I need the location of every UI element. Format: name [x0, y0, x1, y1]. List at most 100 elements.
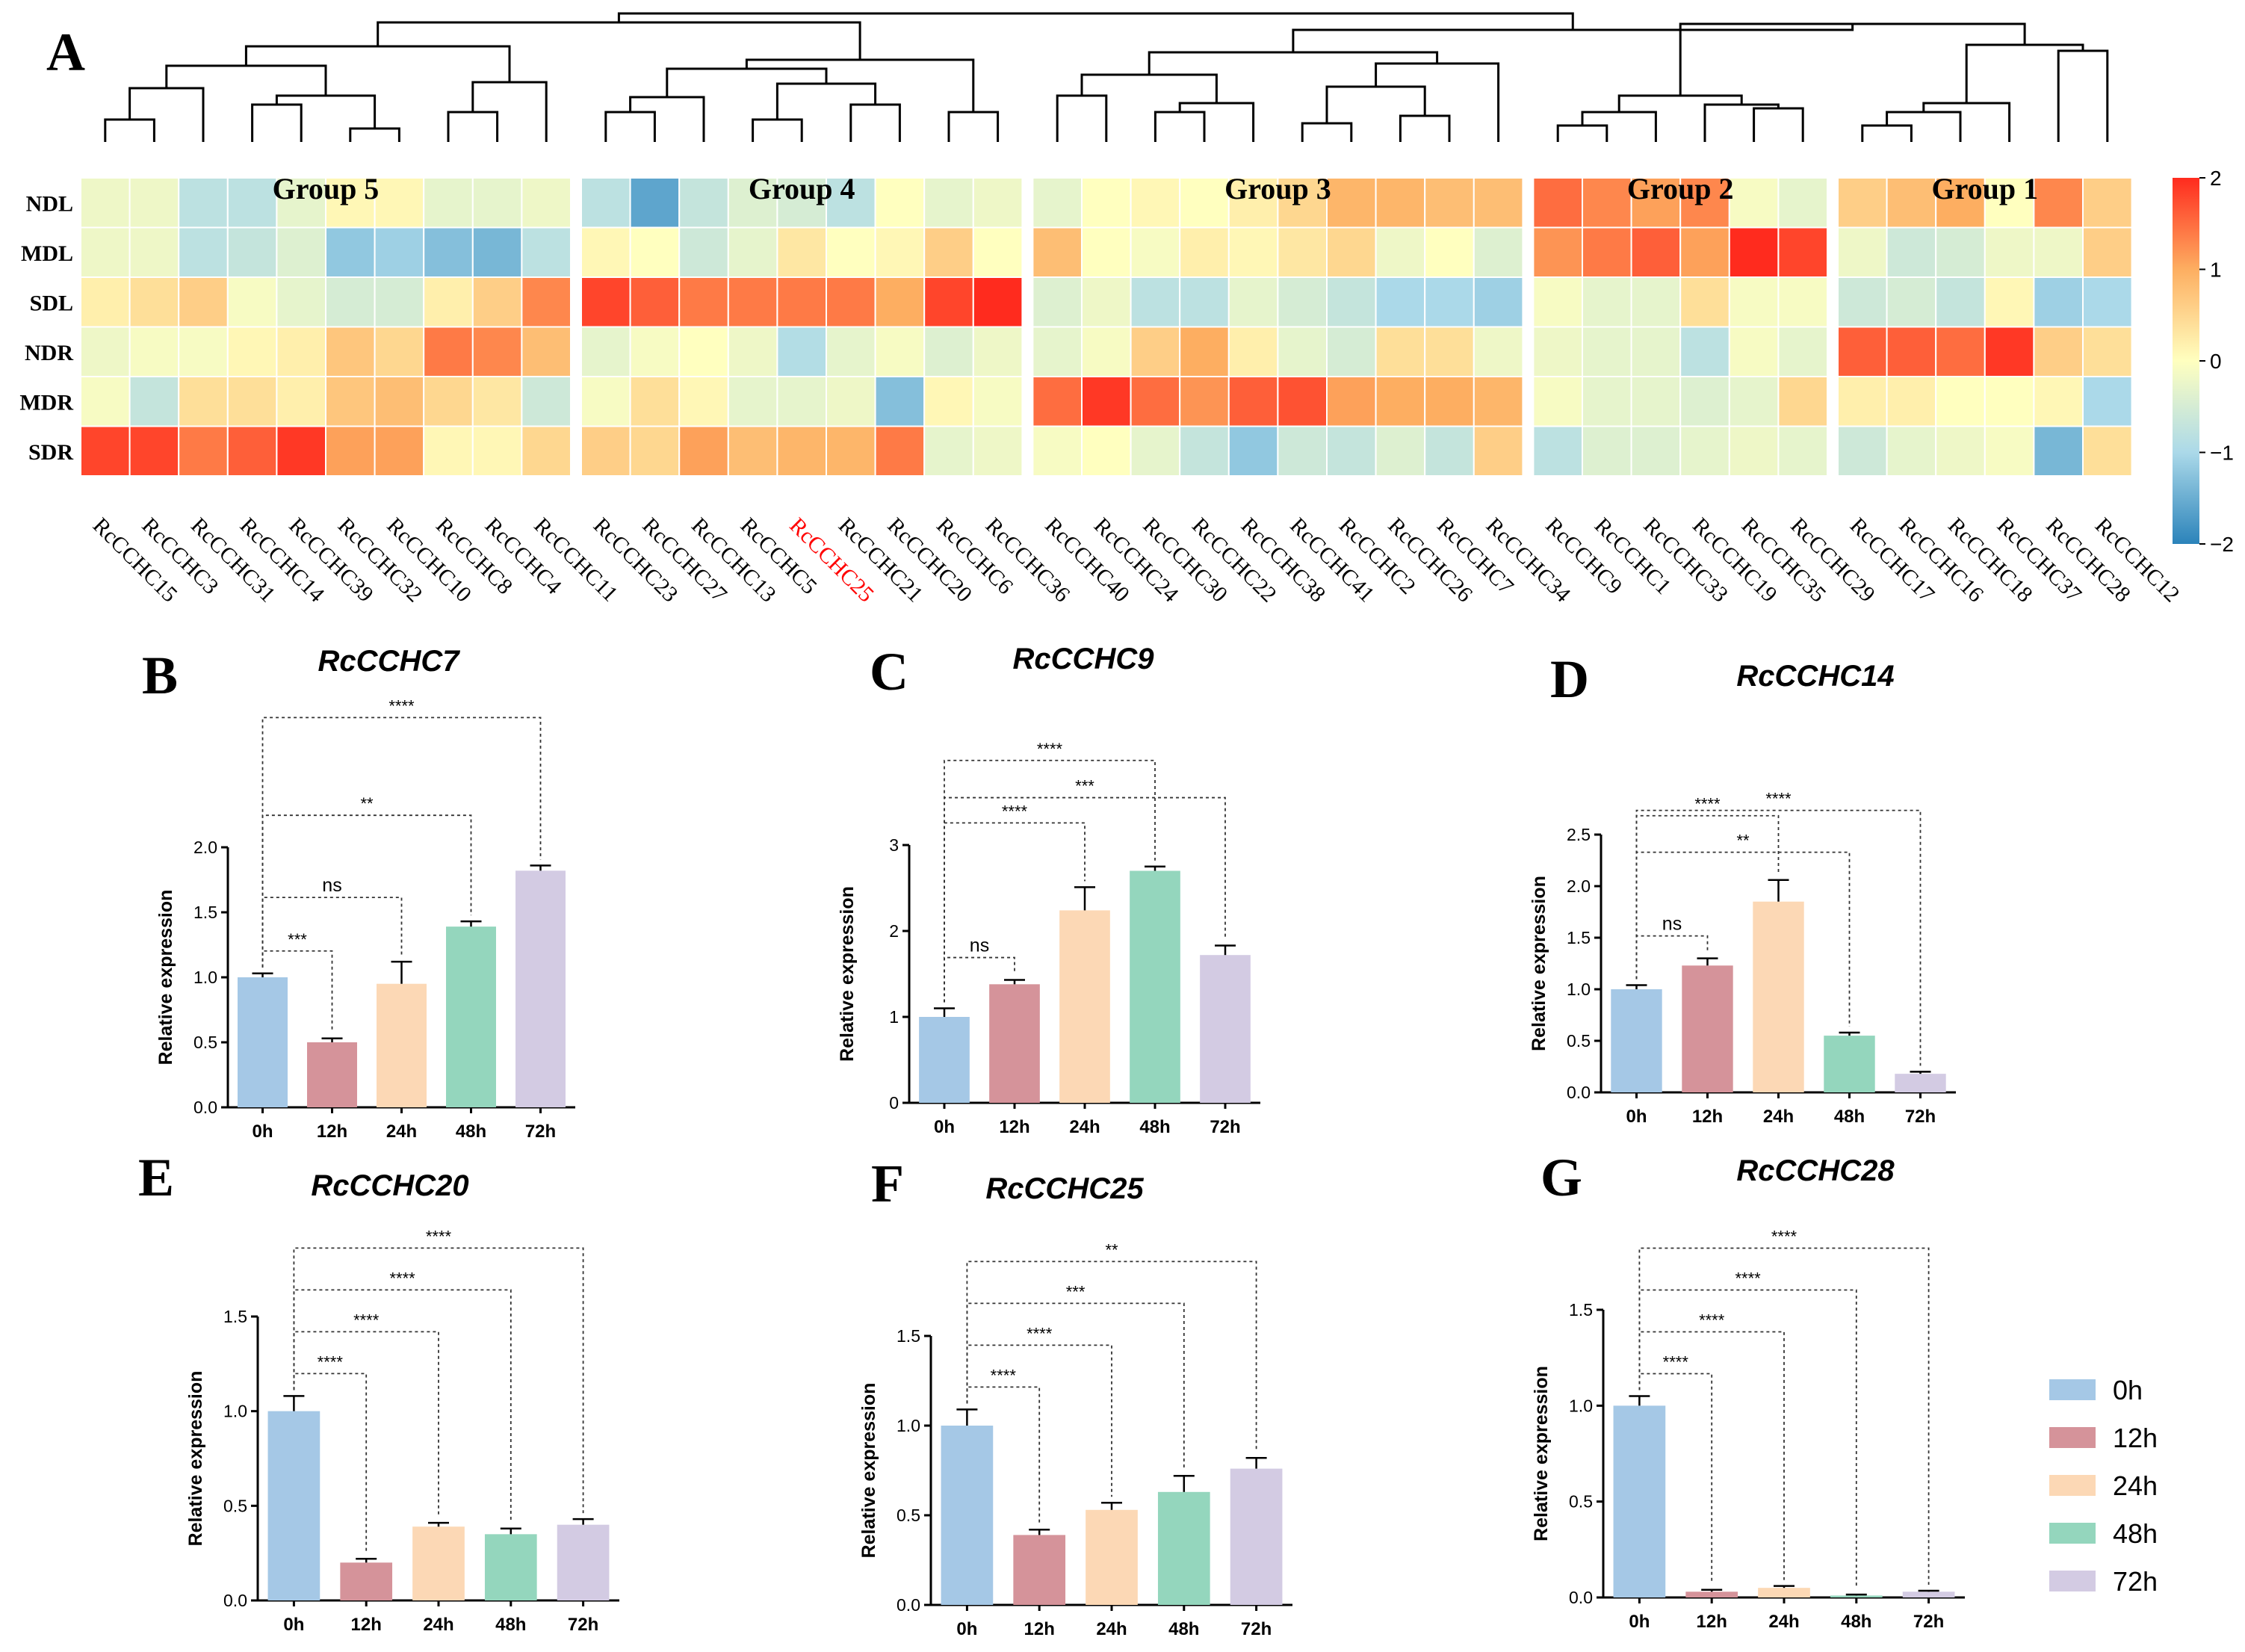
bar [1200, 955, 1251, 1103]
dendrogram-branch [947, 111, 1000, 142]
heatmap-cell [1679, 326, 1730, 377]
y-tick-label: 3 [889, 835, 899, 855]
bar [557, 1524, 610, 1600]
dendrogram-branch [447, 111, 499, 142]
y-tick-label: 2 [889, 921, 899, 941]
significance-bracket [944, 956, 1015, 1003]
heatmap-cell [629, 326, 681, 377]
heatmap-cell [874, 177, 926, 229]
y-tick-label: 2.0 [1567, 876, 1591, 896]
y-tick-label: 1 [889, 1007, 899, 1027]
heatmap-cell [178, 376, 229, 427]
dendrogram-branch [617, 12, 1574, 30]
heatmap-cell [1326, 376, 1377, 427]
x-tick-label: 24h [386, 1122, 417, 1142]
chart-title: RcCCHC28 [1736, 1154, 1895, 1187]
significance-bracket [293, 1289, 512, 1523]
x-tick-label: 12h [1024, 1619, 1055, 1639]
heatmap-cell [580, 177, 631, 229]
significance-bracket [293, 1331, 439, 1518]
heatmap-cell [1375, 226, 1426, 278]
y-tick-label: 1.5 [223, 1307, 247, 1326]
heatmap-cell [1179, 276, 1230, 328]
heatmap-row-label: MDR [19, 390, 73, 415]
dendrogram-branch [244, 45, 511, 82]
significance-label: **** [426, 1227, 452, 1246]
heatmap-cell [2082, 226, 2133, 278]
heatmap-cell [128, 276, 180, 328]
heatmap-cell [727, 326, 778, 377]
heatmap-cell [972, 226, 1024, 278]
bar [515, 870, 566, 1107]
significance-label: ** [360, 794, 374, 813]
heatmap-cell [178, 276, 229, 328]
heatmap-cell [1326, 326, 1377, 377]
heatmap-cell [826, 326, 876, 377]
heatmap-cell [826, 376, 876, 427]
heatmap-cell [1032, 177, 1083, 229]
dendrogram-branch [1399, 114, 1451, 142]
y-tick-label: 0.5 [223, 1496, 247, 1515]
heatmap-cell [1777, 425, 1828, 477]
heatmap-cell [826, 425, 876, 477]
dendrogram-branch [1556, 124, 1608, 142]
heatmap-cell [471, 376, 523, 427]
heatmap-cell [471, 177, 523, 229]
x-tick-label: 72h [1913, 1612, 1944, 1632]
heatmap-cell [923, 376, 974, 427]
x-tick-label: 12h [351, 1615, 382, 1635]
heatmap-cell [678, 425, 729, 477]
heatmap-cell [678, 177, 729, 229]
significance-label: *** [1066, 1282, 1086, 1301]
heatmap-cell [1130, 226, 1181, 278]
x-tick-label: 0h [1629, 1612, 1650, 1632]
bar [1059, 910, 1110, 1103]
heatmap-cell [276, 376, 326, 427]
bar [941, 1426, 994, 1605]
heatmap-cell [923, 226, 974, 278]
heatmap-cell [1630, 425, 1682, 477]
heatmap-cell [374, 326, 425, 377]
dendrogram-branch [849, 103, 901, 142]
bar [1830, 1595, 1883, 1597]
dendrogram-branch [1301, 122, 1353, 142]
significance-label: **** [991, 1366, 1017, 1385]
y-tick-label: 0.0 [223, 1591, 247, 1610]
x-tick-label: 24h [423, 1615, 453, 1635]
heatmap-cell [226, 376, 278, 427]
heatmap-cell [325, 276, 376, 328]
bar [1758, 1588, 1810, 1597]
heatmap-cell [580, 376, 631, 427]
y-axis-label: Relative expression [837, 886, 858, 1062]
heatmap-cell [580, 326, 631, 377]
dendrogram-branch [2057, 49, 2109, 142]
y-tick-label: 0.0 [193, 1098, 217, 1117]
heatmap-cell [521, 177, 572, 229]
heatmap-cell [1424, 376, 1475, 427]
bar-chart-d: D RcCCHC14 0.0 0.5 1.0 1.5 2.0 2.5 Relative expr… [1529, 649, 1956, 1127]
dendrogram-branch [604, 111, 656, 142]
heatmap-cell [1886, 326, 1937, 377]
heatmap-cell [1424, 177, 1475, 229]
heatmap-cell [776, 425, 828, 477]
x-tick-label: 24h [1096, 1619, 1127, 1639]
heatmap-cell [1081, 177, 1132, 229]
legend-swatch [2049, 1571, 2096, 1591]
bar [1230, 1468, 1283, 1605]
heatmap-cell [1532, 326, 1583, 377]
heatmap-cell [1179, 425, 1230, 477]
significance-label: **** [1735, 1269, 1761, 1288]
color-scale-bar [2173, 178, 2199, 544]
bar [1824, 1036, 1875, 1092]
heatmap-cell [1728, 326, 1780, 377]
x-tick-label: 72h [1905, 1107, 1936, 1127]
y-tick-label: 1.5 [1567, 928, 1591, 947]
significance-label: *** [288, 930, 307, 949]
heatmap-row-label: SDL [30, 291, 73, 315]
heatmap-cell [1179, 376, 1230, 427]
heatmap-cell [1532, 425, 1583, 477]
group-label: Group 3 [1224, 172, 1331, 205]
heatmap-cell [972, 326, 1024, 377]
heatmap-cell [1227, 177, 1279, 229]
heatmap-cell [80, 226, 131, 278]
